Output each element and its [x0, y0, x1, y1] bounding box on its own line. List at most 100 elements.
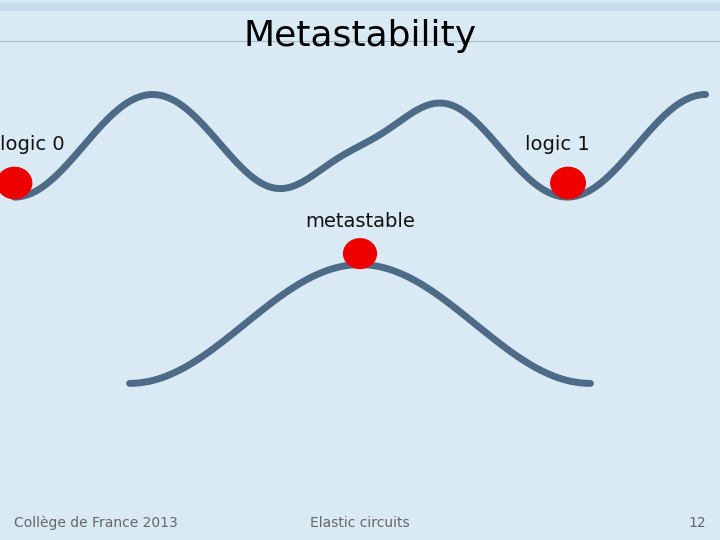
- Bar: [0, 4, 720, 10]
- Bar: [0, 1, 720, 6]
- Bar: [0, 3, 720, 9]
- Bar: [0, 2, 720, 7]
- Bar: [0, 1, 720, 6]
- Bar: [0, 5, 720, 11]
- Bar: [0, 2, 720, 8]
- Bar: [0, 5, 720, 10]
- Bar: [0, 5, 720, 10]
- Bar: [0, 3, 720, 9]
- Bar: [0, 3, 720, 9]
- Bar: [0, 3, 720, 9]
- Bar: [0, 5, 720, 10]
- Bar: [0, 2, 720, 7]
- Bar: [0, 2, 720, 8]
- Bar: [0, 2, 720, 7]
- Bar: [0, 3, 720, 8]
- Bar: [0, 5, 720, 10]
- Bar: [0, 5, 720, 10]
- Bar: [0, 4, 720, 10]
- Bar: [0, 2, 720, 8]
- Bar: [0, 3, 720, 8]
- Text: logic 0: logic 0: [0, 135, 65, 154]
- Bar: [0, 4, 720, 10]
- Bar: [0, 3, 720, 8]
- Text: Collège de France 2013: Collège de France 2013: [14, 516, 178, 530]
- Bar: [0, 3, 720, 9]
- Bar: [0, 4, 720, 9]
- Bar: [0, 3, 720, 8]
- Bar: [0, 5, 720, 10]
- Bar: [0, 1, 720, 6]
- Bar: [0, 5, 720, 10]
- Bar: [0, 1, 720, 6]
- Bar: [0, 2, 720, 7]
- Bar: [0, 3, 720, 9]
- Bar: [0, 2, 720, 8]
- Bar: [0, 4, 720, 10]
- Bar: [0, 2, 720, 7]
- Bar: [0, 2, 720, 7]
- Bar: [0, 0, 720, 5]
- Bar: [0, 1, 720, 6]
- Bar: [0, 2, 720, 7]
- Bar: [0, 5, 720, 10]
- Bar: [0, 5, 720, 11]
- Bar: [0, 2, 720, 8]
- Text: Elastic circuits: Elastic circuits: [310, 516, 410, 530]
- Bar: [0, 1, 720, 6]
- Bar: [0, 3, 720, 9]
- Bar: [0, 3, 720, 8]
- Bar: [0, 5, 720, 11]
- Bar: [0, 4, 720, 10]
- Bar: [0, 3, 720, 9]
- Bar: [0, 4, 720, 9]
- Bar: [0, 2, 720, 8]
- Bar: [0, 1, 720, 6]
- Bar: [0, 1, 720, 6]
- Bar: [0, 5, 720, 10]
- Bar: [0, 4, 720, 9]
- Bar: [0, 4, 720, 9]
- Bar: [0, 1, 720, 6]
- Bar: [0, 1, 720, 6]
- Bar: [0, 1, 720, 6]
- Bar: [0, 0, 720, 5]
- Bar: [0, 2, 720, 7]
- Bar: [0, 3, 720, 8]
- Bar: [0, 4, 720, 10]
- Bar: [0, 1, 720, 6]
- Bar: [0, 1, 720, 6]
- Bar: [0, 3, 720, 8]
- Bar: [0, 4, 720, 10]
- Bar: [0, 4, 720, 9]
- Bar: [0, 4, 720, 9]
- Bar: [0, 0, 720, 5]
- Text: metastable: metastable: [305, 212, 415, 231]
- Bar: [0, 3, 720, 8]
- Bar: [0, 2, 720, 8]
- Text: Metastability: Metastability: [243, 19, 477, 53]
- Bar: [0, 0, 720, 5]
- Bar: [0, 3, 720, 9]
- Bar: [0, 2, 720, 7]
- Bar: [0, 4, 720, 9]
- Bar: [0, 0, 720, 5]
- Bar: [0, 1, 720, 6]
- Bar: [0, 3, 720, 9]
- Text: logic 1: logic 1: [525, 135, 590, 154]
- Bar: [0, 5, 720, 10]
- Bar: [0, 1, 720, 6]
- Ellipse shape: [0, 167, 32, 199]
- Bar: [0, 4, 720, 10]
- Text: 12: 12: [688, 516, 706, 530]
- Bar: [0, 5, 720, 10]
- Bar: [0, 4, 720, 10]
- Bar: [0, 4, 720, 9]
- Bar: [0, 4, 720, 9]
- Bar: [0, 3, 720, 8]
- Bar: [0, 2, 720, 6]
- Bar: [0, 1, 720, 6]
- Bar: [0, 3, 720, 8]
- Bar: [0, 2, 720, 8]
- Bar: [0, 2, 720, 8]
